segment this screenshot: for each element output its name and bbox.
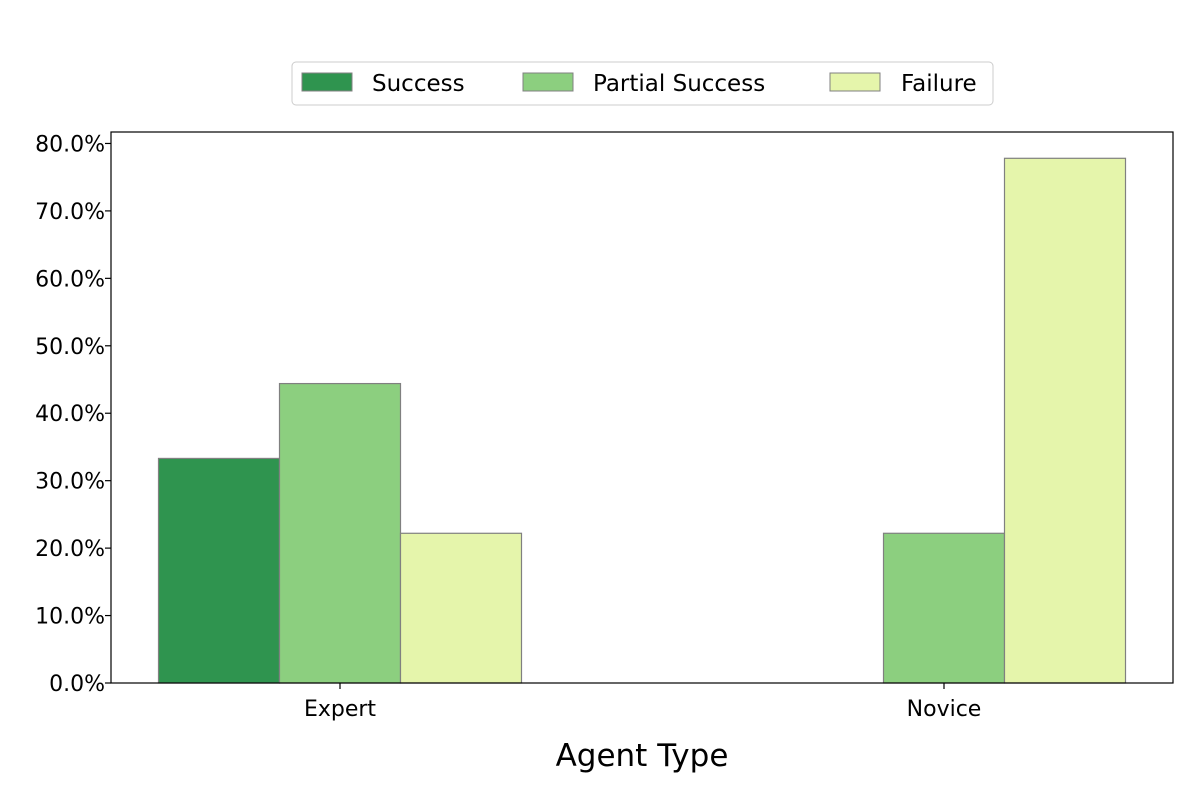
legend-swatch-success	[301, 72, 353, 92]
y-tick-label: 10.0%	[35, 605, 105, 630]
bar-failure-expert	[399, 532, 523, 684]
legend-frame	[291, 61, 994, 106]
x-tick-label-novice: Novice	[907, 697, 982, 722]
legend-swatch-partial-success	[522, 72, 574, 92]
bar-partial-success-novice	[882, 532, 1006, 684]
legend: Success Partial Success Failure	[291, 61, 994, 106]
bar-partial-success-expert	[278, 382, 402, 684]
legend-label-partial-success: Partial Success	[593, 71, 765, 97]
y-tick-label: 70.0%	[35, 200, 105, 225]
x-axis-title: Agent Type	[556, 738, 729, 774]
bar-failure-novice	[1003, 157, 1127, 684]
plot-frame	[110, 131, 1174, 684]
legend-label-failure: Failure	[901, 71, 977, 97]
bars-group	[157, 157, 1127, 684]
y-tick-label: 20.0%	[35, 537, 105, 562]
x-axis-ticks: Expert Novice	[304, 683, 981, 722]
legend-swatch-failure	[829, 72, 881, 92]
y-tick-label: 40.0%	[35, 402, 105, 427]
y-axis-ticks: 0.0% 10.0% 20.0% 30.0% 40.0% 50.0% 60.0% 70.0% 8…	[35, 132, 111, 697]
bar-success-expert	[157, 457, 281, 684]
y-tick-label: 30.0%	[35, 470, 105, 495]
legend-label-success: Success	[372, 71, 465, 97]
y-tick-label: 50.0%	[35, 335, 105, 360]
y-tick-label: 80.0%	[35, 132, 105, 157]
x-tick-label-expert: Expert	[304, 697, 376, 722]
y-tick-label: 60.0%	[35, 267, 105, 292]
y-tick-label: 0.0%	[49, 672, 105, 697]
